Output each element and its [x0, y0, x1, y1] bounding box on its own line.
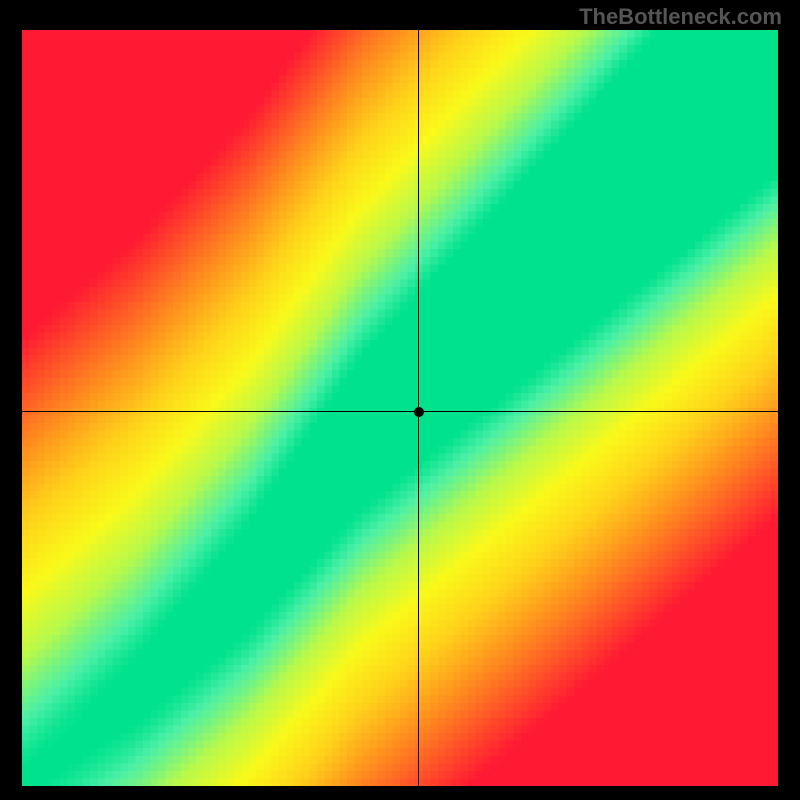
heatmap-canvas [22, 30, 778, 786]
crosshair-marker [414, 407, 424, 417]
watermark-text: TheBottleneck.com [579, 4, 782, 30]
crosshair-horizontal [22, 411, 778, 412]
